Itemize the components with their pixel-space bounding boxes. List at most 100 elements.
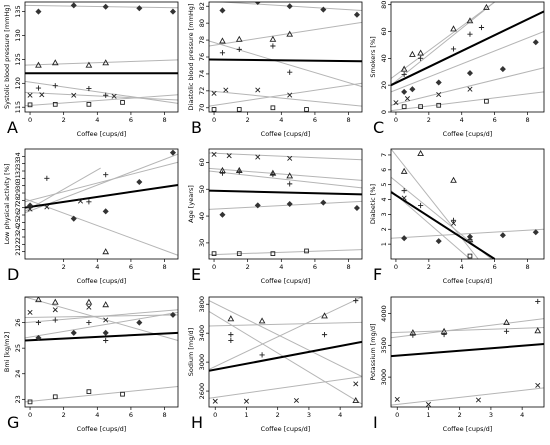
data-point-triangle <box>269 35 277 42</box>
trend-lines <box>209 152 362 256</box>
data-point-diamond <box>466 70 473 77</box>
data-point-plus <box>86 199 92 205</box>
data-points <box>211 2 360 112</box>
y-tick-label: 26 <box>14 318 22 326</box>
group-trend-line <box>25 309 178 324</box>
data-point-diamond <box>353 205 360 212</box>
plot-frame <box>208 296 363 408</box>
data-point-plus <box>450 217 457 223</box>
data-point-cross <box>287 155 293 161</box>
panel-letter: D <box>7 265 19 284</box>
group-trend-line <box>391 67 544 106</box>
data-point-triangle <box>352 396 360 404</box>
data-point-plus <box>35 319 42 326</box>
overall-fit-line <box>209 58 362 63</box>
data-point-plus <box>52 317 58 323</box>
overall-fit-line <box>391 10 544 87</box>
x-tick-label: 2 <box>246 116 250 124</box>
data-point-cross <box>394 396 400 402</box>
y-tick-label: 5 <box>380 183 388 187</box>
y-axis-label: Systolic blood pressure [mmHg] <box>3 5 11 109</box>
overall-fit-line <box>25 331 178 342</box>
data-point-cross <box>27 206 33 212</box>
data-point-cross <box>255 154 261 160</box>
data-point-diamond <box>35 8 42 15</box>
data-point-plus <box>450 46 457 52</box>
data-point-plus <box>410 332 416 338</box>
group-trend-line <box>25 91 178 101</box>
data-point-diamond <box>353 11 360 18</box>
data-point-plus <box>401 188 407 194</box>
group-trend-line <box>209 170 362 189</box>
x-tick-label: 6 <box>313 116 317 124</box>
y-tick-label: 3000 <box>198 354 206 371</box>
y-tick-label: 30 <box>198 239 206 247</box>
x-tick-label: 0 <box>394 263 398 271</box>
data-point-diamond <box>35 334 42 341</box>
group-trend-line <box>391 190 471 259</box>
data-point-plus <box>103 172 109 178</box>
panel-letter: F <box>373 265 382 284</box>
data-point-diamond <box>136 319 143 326</box>
data-point-diamond <box>254 2 261 6</box>
data-point-diamond <box>169 311 176 318</box>
panel-letter: C <box>373 118 384 137</box>
group-trend-line <box>391 149 479 259</box>
group-trend-line <box>209 21 362 47</box>
y-tick-label: 2600 <box>198 383 206 400</box>
x-tick-label: 4 <box>460 116 464 124</box>
group-trend-line <box>25 311 178 339</box>
data-point-diamond <box>532 229 539 236</box>
data-point-plus <box>270 43 276 49</box>
data-points <box>212 298 360 404</box>
data-point-triangle <box>102 301 110 308</box>
data-points <box>211 151 360 256</box>
plot-frame <box>24 296 179 408</box>
data-point-cross <box>243 398 249 404</box>
y-tick-label: 60 <box>380 27 388 35</box>
data-point-cross <box>293 397 299 404</box>
y-tick-label: 82 <box>198 2 206 10</box>
data-point-triangle <box>417 149 424 156</box>
x-tick-label: 1 <box>426 411 430 419</box>
data-point-cross <box>475 397 481 403</box>
y-tick-label: 40 <box>198 212 206 220</box>
y-tick-label: 3500 <box>380 337 388 354</box>
data-point-cross <box>103 317 109 323</box>
data-point-square <box>86 389 92 395</box>
group-trend-line <box>209 200 362 210</box>
data-point-triangle <box>219 37 226 44</box>
x-tick-label: 4 <box>279 263 283 271</box>
y-tick-label: 23 <box>14 395 22 403</box>
data-point-plus <box>228 332 234 338</box>
data-point-cross <box>86 304 92 310</box>
x-tick-label: 8 <box>162 411 166 419</box>
data-point-square <box>236 251 242 256</box>
group-trend-line <box>391 91 544 112</box>
data-point-plus <box>219 50 226 56</box>
data-point-square <box>270 105 276 111</box>
data-point-triangle <box>286 172 294 179</box>
x-tick-label: 6 <box>313 263 317 271</box>
data-point-triangle <box>235 35 243 42</box>
trend-lines <box>209 2 362 107</box>
y-tick-label: 74 <box>198 70 206 78</box>
data-point-plus <box>236 46 242 52</box>
y-tick-label: 6 <box>380 168 388 172</box>
panel-letter: E <box>191 265 201 284</box>
y-tick-label: 1 <box>380 242 388 246</box>
data-point-diamond <box>169 8 176 15</box>
y-tick-label: 3 <box>380 212 388 216</box>
y-tick-label: 0 <box>380 110 388 114</box>
data-point-square <box>52 101 58 107</box>
data-point-triangle <box>417 49 424 56</box>
x-tick-label: 6 <box>129 411 133 419</box>
y-tick-label: 32 <box>14 167 22 175</box>
y-axis-label: Age [years] <box>187 185 195 223</box>
y-tick-label: 27 <box>14 204 22 212</box>
data-point-diamond <box>466 233 473 240</box>
group-trend-line <box>25 80 178 104</box>
